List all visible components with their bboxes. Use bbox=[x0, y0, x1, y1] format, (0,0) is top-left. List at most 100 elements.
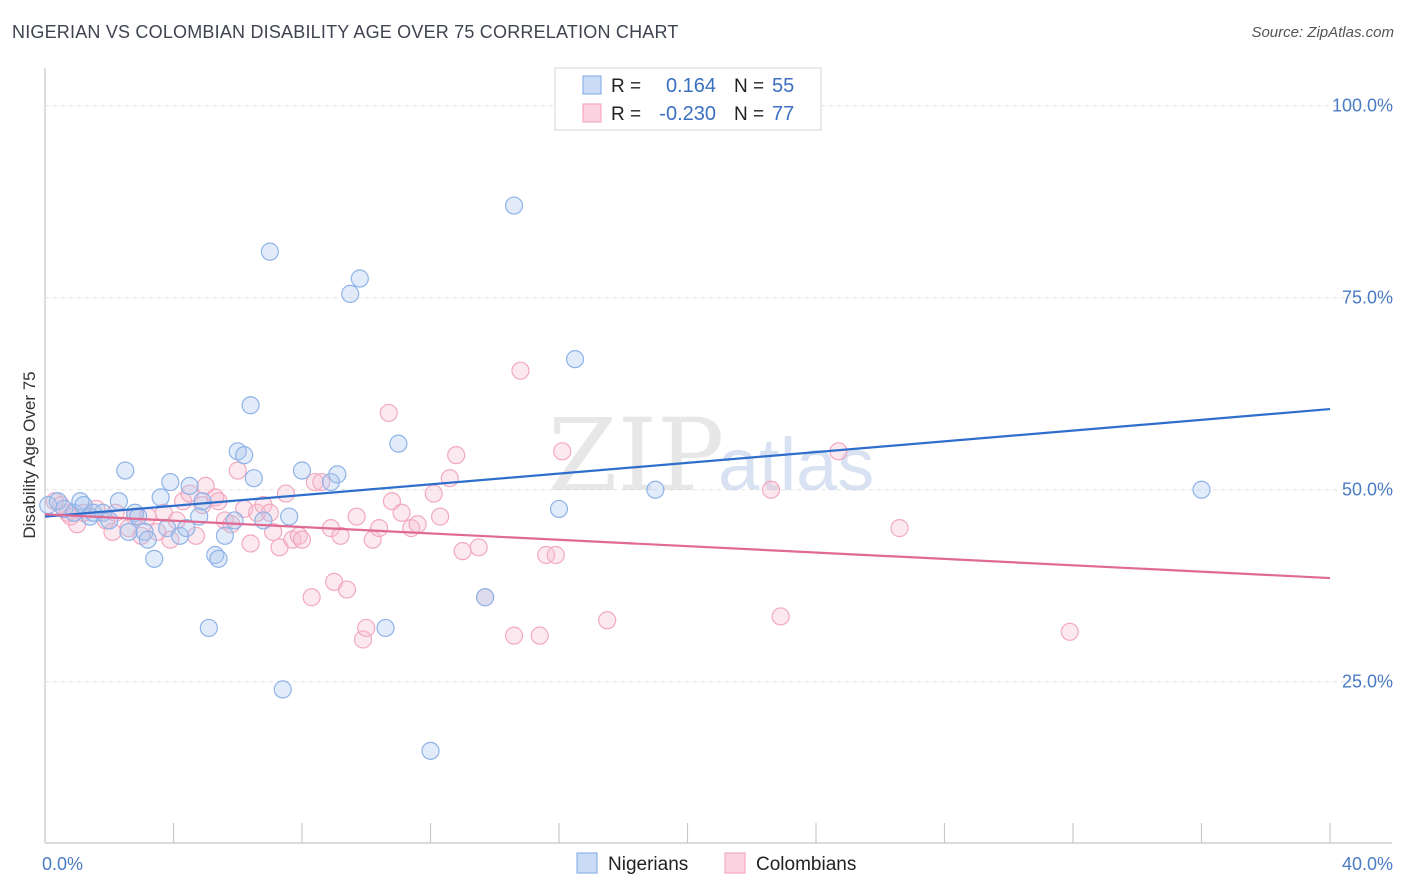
legend-swatch-colombians bbox=[582, 103, 602, 123]
point-colombians-51 bbox=[379, 403, 398, 423]
point-nigerians-26 bbox=[199, 618, 218, 638]
point-colombians-56 bbox=[424, 484, 443, 503]
watermark-atlas: atlas bbox=[718, 423, 874, 506]
axes bbox=[44, 68, 1392, 844]
y-axis-label: Disability Age Over 75 bbox=[20, 371, 39, 538]
point-colombians-39 bbox=[302, 588, 321, 607]
bottom-legend-label-colombians: Colombians bbox=[756, 854, 856, 875]
point-nigerians-30 bbox=[225, 511, 244, 530]
bottom-legend-swatch-nigerians bbox=[576, 852, 598, 874]
legend-n-value-nigerians: 55 bbox=[772, 75, 794, 97]
point-nigerians-50 bbox=[565, 350, 585, 369]
point-colombians-44 bbox=[331, 526, 350, 545]
point-colombians-74 bbox=[1060, 622, 1079, 641]
point-nigerians-39 bbox=[292, 461, 312, 480]
point-nigerians-48 bbox=[504, 196, 524, 215]
point-nigerians-37 bbox=[273, 680, 292, 699]
watermark: ZIP atlas bbox=[548, 397, 874, 514]
point-nigerians-45 bbox=[389, 434, 408, 453]
point-colombians-48 bbox=[357, 618, 376, 638]
point-nigerians-20 bbox=[161, 472, 180, 492]
point-nigerians-32 bbox=[235, 446, 254, 465]
point-nigerians-11 bbox=[116, 461, 135, 480]
legend-box: R = 0.164 N = 55 R = -0.230 N = 77 bbox=[554, 67, 822, 131]
point-nigerians-9 bbox=[100, 511, 119, 530]
point-colombians-41 bbox=[312, 472, 331, 492]
series-nigerians bbox=[39, 196, 1211, 760]
point-colombians-69 bbox=[598, 611, 617, 630]
legend-n-label-colombians: N = bbox=[734, 104, 764, 125]
point-colombians-63 bbox=[504, 626, 524, 645]
x-tick-label-0: 0.0% bbox=[42, 854, 83, 874]
point-colombians-71 bbox=[771, 607, 790, 626]
point-nigerians-38 bbox=[280, 507, 299, 526]
legend-r-value-colombians: -0.230 bbox=[659, 103, 716, 125]
point-nigerians-12 bbox=[119, 522, 138, 542]
point-nigerians-47 bbox=[476, 588, 495, 607]
x-tick-label-40: 40.0% bbox=[1342, 854, 1393, 874]
chart-title: NIGERIAN VS COLOMBIAN DISABILITY AGE OVE… bbox=[12, 22, 679, 42]
point-nigerians-23 bbox=[180, 476, 199, 495]
point-nigerians-51 bbox=[646, 480, 665, 499]
point-nigerians-49 bbox=[549, 499, 569, 519]
point-nigerians-25 bbox=[193, 492, 212, 511]
point-colombians-66 bbox=[537, 545, 556, 565]
legend-n-value-colombians: 77 bbox=[772, 103, 794, 125]
gridlines bbox=[45, 105, 1392, 683]
y-tick-labels: 100.0% 75.0% 50.0% 25.0% bbox=[1332, 96, 1393, 692]
point-nigerians-29 bbox=[215, 526, 234, 545]
point-colombians-73 bbox=[890, 519, 909, 538]
point-colombians-70 bbox=[761, 480, 781, 499]
legend-r-label-colombians: R = bbox=[611, 104, 641, 125]
legend-r-label-nigerians: R = bbox=[611, 76, 641, 97]
point-colombians-60 bbox=[453, 542, 472, 561]
point-colombians-67 bbox=[546, 545, 565, 565]
point-colombians-65 bbox=[530, 626, 549, 645]
point-nigerians-33 bbox=[241, 396, 260, 415]
watermark-zip: ZIP bbox=[548, 397, 724, 514]
point-nigerians-41 bbox=[328, 465, 347, 484]
point-nigerians-17 bbox=[145, 549, 164, 568]
bottom-legend: Nigerians Colombians bbox=[576, 852, 856, 875]
point-colombians-20 bbox=[186, 526, 206, 545]
point-nigerians-46 bbox=[421, 741, 440, 760]
point-nigerians-52 bbox=[1192, 480, 1211, 499]
point-nigerians-44 bbox=[376, 618, 395, 638]
point-colombians-61 bbox=[469, 538, 488, 557]
point-nigerians-42 bbox=[341, 284, 360, 303]
point-colombians-16 bbox=[161, 530, 180, 549]
point-nigerians-43 bbox=[350, 269, 369, 288]
point-colombians-27 bbox=[228, 461, 247, 480]
trend-line-colombians bbox=[44, 513, 1331, 580]
point-colombians-46 bbox=[347, 507, 366, 526]
point-nigerians-18 bbox=[151, 488, 170, 507]
x-tick-labels: 0.0% 40.0% bbox=[42, 854, 1393, 874]
bottom-legend-label-nigerians: Nigerians bbox=[608, 854, 688, 875]
point-colombians-35 bbox=[276, 484, 296, 503]
point-colombians-50 bbox=[370, 519, 389, 538]
point-nigerians-28 bbox=[209, 549, 228, 568]
point-nigerians-16 bbox=[138, 530, 157, 549]
legend-r-value-nigerians: 0.164 bbox=[666, 75, 716, 97]
point-colombians-64 bbox=[511, 361, 530, 380]
y-tick-label-100: 100.0% bbox=[1332, 96, 1393, 116]
point-nigerians-2 bbox=[55, 499, 74, 519]
chart-source: Source: ZipAtlas.com bbox=[1251, 24, 1394, 41]
legend-n-label-nigerians: N = bbox=[734, 76, 764, 97]
point-colombians-38 bbox=[292, 530, 312, 549]
point-nigerians-34 bbox=[244, 469, 263, 488]
trend-lines bbox=[44, 407, 1331, 580]
point-nigerians-22 bbox=[177, 519, 196, 538]
point-nigerians-10 bbox=[109, 492, 128, 511]
y-tick-label-50: 50.0% bbox=[1342, 480, 1393, 500]
point-nigerians-36 bbox=[260, 242, 279, 261]
y-tick-label-25: 25.0% bbox=[1342, 672, 1393, 692]
point-colombians-68 bbox=[553, 442, 572, 461]
point-colombians-53 bbox=[392, 503, 411, 522]
y-tick-label-75: 75.0% bbox=[1342, 288, 1393, 308]
point-colombians-59 bbox=[447, 446, 466, 465]
point-colombians-45 bbox=[337, 580, 357, 599]
point-colombians-47 bbox=[353, 630, 373, 649]
point-nigerians-14 bbox=[129, 507, 148, 526]
